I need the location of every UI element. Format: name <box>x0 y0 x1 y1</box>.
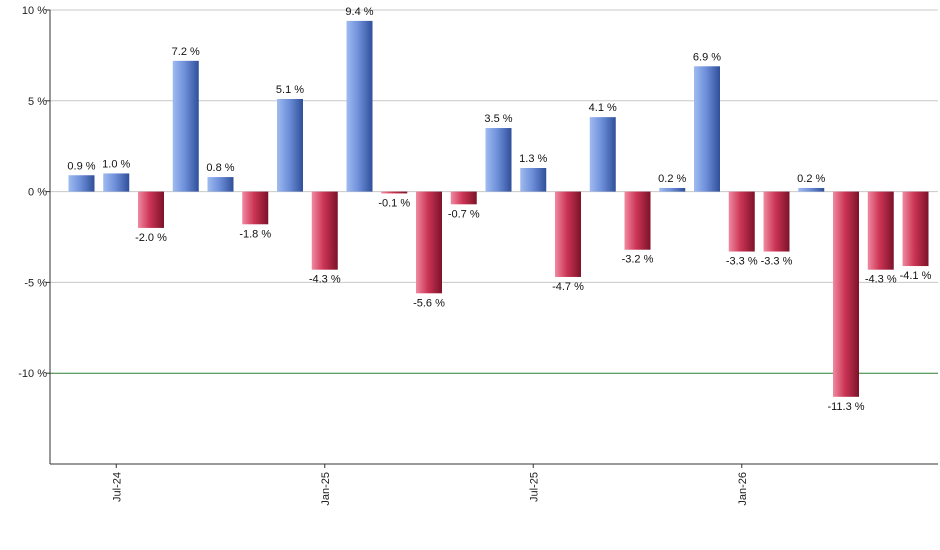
bar-positive <box>207 177 234 192</box>
y-tick-labels: 10 % 5 % 0 % -5 % -10 % <box>18 5 47 380</box>
bar-negative <box>763 191 790 252</box>
bar-negative <box>381 191 408 194</box>
data-label: 6.9 % <box>693 51 721 63</box>
data-label: -0.1 % <box>378 197 410 209</box>
bar-negative <box>311 191 338 270</box>
x-tick-label: Jan-25 <box>320 472 332 506</box>
data-label: -5.6 % <box>413 297 445 309</box>
bar-positive <box>798 187 825 192</box>
bars <box>68 20 929 397</box>
bar-positive <box>172 60 199 192</box>
x-tick-label: Jul-25 <box>528 472 540 502</box>
bar-negative <box>867 191 894 270</box>
data-labels: 0.9 % 1.0 % -2.0 % 7.2 % 0.8 % -1.8 % 5.1 % -4.… <box>67 6 931 413</box>
data-label: -4.3 % <box>309 274 341 286</box>
bar-positive <box>694 66 720 192</box>
bar-positive <box>485 128 512 192</box>
data-label: 0.2 % <box>658 173 686 185</box>
data-label: 5.1 % <box>276 84 304 96</box>
data-label: -1.8 % <box>239 228 271 240</box>
bar-positive <box>103 173 130 192</box>
data-label: -2.0 % <box>135 232 167 244</box>
data-label: -3.3 % <box>726 256 758 268</box>
y-tick-label: -5 % <box>24 277 47 289</box>
bar-positive <box>589 117 616 192</box>
bar-negative <box>555 191 581 277</box>
data-label: -4.7 % <box>552 281 584 293</box>
data-label: 1.0 % <box>102 158 130 170</box>
y-tick-label: 0 % <box>28 187 47 199</box>
y-tick-label: 10 % <box>22 5 47 17</box>
bar-positive <box>277 98 303 192</box>
bar-positive <box>68 175 95 192</box>
data-label: 0.2 % <box>797 173 825 185</box>
x-tick-labels: Jul-24 Jan-25 Jul-25 Jan-26 <box>111 472 749 506</box>
y-tick-label: -10 % <box>18 368 47 380</box>
bar-positive <box>659 187 686 192</box>
y-tick-label: 5 % <box>28 96 47 108</box>
bar-negative <box>902 191 929 267</box>
x-tick-label: Jul-24 <box>111 472 123 502</box>
bar-negative <box>242 191 269 225</box>
data-label: -3.2 % <box>622 254 654 266</box>
bar-negative <box>416 191 442 294</box>
data-label: -4.3 % <box>865 274 897 286</box>
axes <box>46 9 938 468</box>
data-label: 7.2 % <box>172 46 200 58</box>
data-label: 9.4 % <box>345 6 373 18</box>
bar-negative <box>833 191 859 397</box>
data-label: 0.8 % <box>206 162 234 174</box>
data-label: -3.3 % <box>761 256 793 268</box>
x-tick-label: Jan-26 <box>737 472 749 506</box>
bar-negative <box>138 191 164 228</box>
data-label: -0.7 % <box>448 208 480 220</box>
bar-negative <box>624 191 651 250</box>
data-label: 1.3 % <box>519 153 547 165</box>
data-label: 0.9 % <box>67 160 95 172</box>
data-label: -4.1 % <box>900 270 932 282</box>
bar-negative <box>450 191 477 205</box>
bar-negative <box>728 191 755 252</box>
bar-positive <box>520 167 547 192</box>
bar-positive <box>346 20 373 192</box>
data-label: 4.1 % <box>589 102 617 114</box>
data-label: -11.3 % <box>827 401 864 413</box>
data-label: 3.5 % <box>484 113 512 125</box>
